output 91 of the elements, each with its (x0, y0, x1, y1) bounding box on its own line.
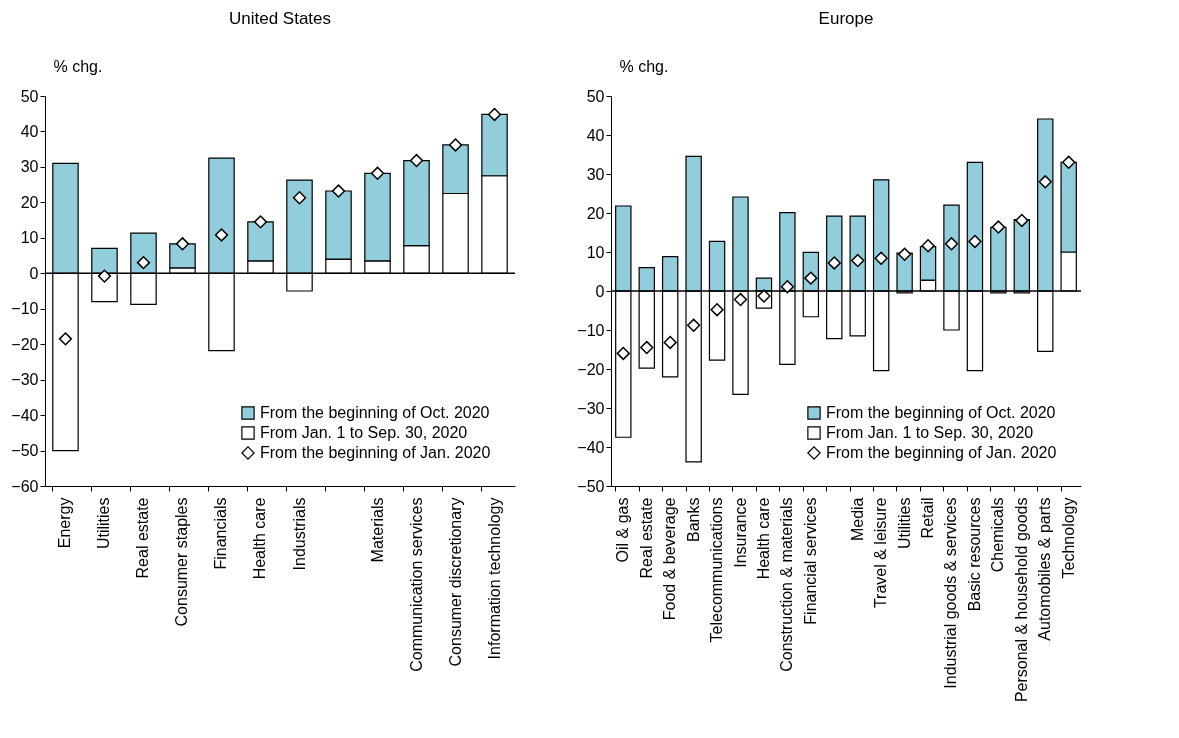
x-tick-label: Financial services (801, 497, 819, 625)
point (874, 251, 888, 265)
x-tick-label: Basic resources (965, 497, 983, 612)
x-tick-label: Health care (251, 497, 269, 580)
x-tick-label: Personal & household goods (1012, 497, 1030, 703)
y-tick-label: 30 (20, 158, 39, 176)
point (663, 335, 677, 350)
x-tick-label: Financials (212, 497, 230, 570)
y-tick-label: 50 (20, 87, 39, 105)
point (616, 346, 630, 361)
point (897, 247, 912, 262)
y-tick-label: 10 (586, 243, 605, 261)
x-tick-label: Automobiles & parts (1036, 497, 1054, 641)
y-axis-title: % chg. (53, 57, 103, 75)
y-tick-label: 50 (586, 87, 605, 105)
x-tick-label: Banks (684, 497, 702, 542)
x-tick-label: Industrial goods & services (942, 497, 960, 689)
x-tick-label: Real estate (637, 497, 655, 579)
y-tick-label: −50 (577, 477, 605, 495)
legend-label: From the beginning of Oct. 2020 (826, 404, 1056, 421)
x-tick-label: Consumer staples (173, 497, 191, 627)
point (780, 280, 795, 294)
y-tick-label: −10 (577, 321, 605, 339)
legend-label: From the beginning of Jan. 2020 (260, 444, 491, 461)
x-tick-label: Technology (1059, 497, 1077, 579)
chart-title: Europe (818, 9, 874, 28)
x-tick-label: Telecommunications (708, 497, 726, 643)
x-tick-label: Media (848, 497, 866, 542)
chart-title: United States (228, 9, 332, 28)
x-tick-label: Insurance (731, 497, 749, 568)
point (448, 138, 463, 152)
x-tick-label: Information technology (485, 497, 503, 660)
y-tick-label: −20 (577, 360, 605, 378)
point (686, 318, 701, 332)
point (292, 191, 307, 205)
y-tick-label: −40 (11, 406, 39, 424)
point (214, 228, 229, 242)
y-tick-label: 10 (20, 229, 39, 247)
point (733, 292, 748, 307)
y-tick-label: 0 (29, 264, 39, 282)
y-tick-label: −10 (11, 300, 39, 318)
y-tick-label: 40 (586, 126, 605, 144)
x-tick-label: Food & beverage (661, 497, 679, 621)
y-tick-label: 20 (586, 204, 605, 222)
point (921, 239, 935, 253)
point (1015, 213, 1029, 228)
point (136, 255, 151, 270)
legend-label: From Jan. 1 to Sep. 30, 2020 (826, 424, 1034, 441)
y-tick-label: −30 (11, 371, 39, 389)
x-tick-label: Utilities (895, 497, 913, 550)
x-tick-label: Consumer discretionary (446, 497, 464, 667)
x-tick-label: Travel & leisure (872, 497, 890, 609)
x-tick-label: Industrials (290, 497, 308, 571)
y-axis-title: % chg. (619, 57, 669, 75)
y-tick-label: −60 (11, 477, 39, 495)
x-tick-label: Materials (368, 497, 386, 563)
x-tick-label: Health care (754, 497, 772, 580)
point (487, 107, 502, 122)
y-tick-label: −20 (11, 335, 39, 353)
point (370, 166, 385, 180)
x-tick-label: Chemicals (989, 497, 1007, 573)
point (331, 184, 346, 198)
x-tick-label: Real estate (134, 497, 152, 579)
point (968, 234, 982, 249)
point (1062, 155, 1076, 169)
y-tick-label: −40 (577, 438, 605, 456)
x-tick-label: Construction & materials (778, 497, 796, 672)
point (97, 269, 112, 283)
point (175, 237, 190, 251)
legend-label: From the beginning of Oct. 2020 (260, 404, 490, 421)
point (1038, 175, 1052, 189)
x-tick-label: Communication services (407, 497, 425, 672)
y-tick-label: 0 (595, 282, 605, 300)
x-tick-label: Retail (919, 497, 937, 539)
point (253, 215, 268, 229)
point (710, 303, 724, 317)
point (640, 340, 654, 355)
y-tick-label: −30 (577, 399, 605, 417)
point (58, 332, 73, 346)
point (409, 153, 424, 168)
x-tick-label: Oil & gas (614, 497, 632, 563)
point (944, 237, 959, 251)
y-tick-label: 20 (20, 193, 39, 211)
point (991, 220, 1006, 234)
x-tick-label: Utilities (95, 497, 113, 550)
y-tick-label: −50 (11, 442, 39, 460)
x-tick-label: Energy (56, 497, 74, 549)
y-tick-label: 40 (20, 122, 39, 140)
y-tick-label: 30 (586, 165, 605, 183)
legend-label: From the beginning of Jan. 2020 (826, 444, 1057, 461)
legend-label: From Jan. 1 to Sep. 30, 2020 (260, 424, 468, 441)
